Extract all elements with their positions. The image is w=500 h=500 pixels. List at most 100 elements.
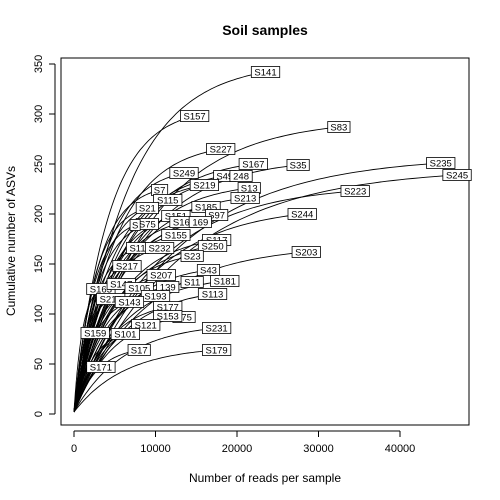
label-s97: S97 — [205, 209, 229, 222]
label-s141: S141 — [250, 66, 281, 79]
curve-s179 — [73, 349, 217, 413]
svg-text:S235: S235 — [430, 159, 452, 170]
svg-text:S: S — [132, 221, 138, 232]
label-s223: S223 — [340, 185, 370, 198]
svg-text:S203: S203 — [295, 248, 317, 259]
svg-text:S83: S83 — [330, 123, 347, 134]
svg-text:175: 175 — [176, 313, 192, 324]
label-s159: S159 — [80, 327, 110, 340]
label-s217: S217 — [112, 260, 142, 273]
y-tick-label: 100 — [33, 305, 45, 323]
svg-text:169: 169 — [192, 218, 208, 229]
svg-text:S231: S231 — [206, 324, 228, 335]
label-s213: S213 — [230, 192, 260, 205]
svg-text:S179: S179 — [206, 346, 228, 357]
plot-frame — [60, 57, 470, 426]
label-s153: S153 — [153, 310, 183, 323]
y-tick-label: 250 — [33, 155, 45, 173]
x-tick-label: 40000 — [385, 443, 416, 455]
svg-text:S213: S213 — [234, 194, 256, 205]
svg-text:S155: S155 — [165, 231, 187, 242]
label-s115: S115 — [153, 194, 183, 207]
svg-text:S11: S11 — [184, 278, 200, 289]
y-tick-label: 350 — [33, 55, 45, 73]
label-s232: S232 — [144, 242, 175, 255]
svg-text:S245: S245 — [446, 171, 468, 182]
svg-text:S249: S249 — [173, 169, 195, 180]
svg-text:S153: S153 — [157, 312, 179, 323]
svg-text:S157: S157 — [184, 112, 206, 123]
svg-text:S35: S35 — [290, 161, 307, 172]
svg-text:S141: S141 — [254, 68, 276, 79]
svg-text:S193: S193 — [144, 292, 166, 303]
svg-text:S101: S101 — [114, 330, 136, 341]
label-s167: S167 — [238, 158, 268, 171]
svg-text:S244: S244 — [291, 210, 313, 221]
svg-text:S171: S171 — [90, 363, 112, 374]
label-s181: S181 — [210, 275, 240, 288]
x-tick-label: 20000 — [222, 443, 253, 455]
x-axis-title: Number of reads per sample — [189, 471, 341, 485]
y-tick-label: 300 — [33, 105, 45, 123]
label-s235: S235 — [426, 157, 456, 170]
label-s169: 169 — [188, 216, 212, 229]
y-tick-label: 50 — [33, 358, 45, 370]
svg-text:S97: S97 — [208, 211, 225, 222]
curve-s244 — [73, 213, 303, 413]
svg-text:S13: S13 — [241, 184, 258, 195]
svg-text:S105: S105 — [128, 284, 150, 295]
y-tick-label: 0 — [33, 411, 45, 417]
label-s231: S231 — [202, 322, 232, 335]
label-s245: S245 — [442, 169, 472, 182]
svg-text:S115: S115 — [157, 196, 178, 207]
svg-text:S163: S163 — [90, 285, 112, 296]
label-s155: S155 — [161, 229, 191, 242]
svg-text:S223: S223 — [344, 187, 366, 198]
label-s105: S105 — [124, 282, 154, 295]
svg-text:S250: S250 — [201, 242, 223, 253]
svg-text:S159: S159 — [84, 329, 106, 340]
svg-text:S185: S185 — [195, 203, 217, 214]
y-tick-label: 150 — [33, 255, 45, 273]
label-s101: S101 — [110, 328, 140, 341]
svg-text:S147: S147 — [110, 280, 132, 291]
label-s249: S249 — [169, 167, 199, 180]
svg-text:S207: S207 — [150, 271, 172, 282]
label-s171: S171 — [86, 361, 116, 374]
label-s219: S219 — [189, 179, 219, 192]
svg-text:S165: S165 — [173, 218, 195, 229]
svg-text:S75: S75 — [139, 220, 156, 231]
curve-s219 — [73, 184, 205, 413]
label-s179: S179 — [202, 344, 232, 357]
svg-text:S143: S143 — [118, 298, 140, 309]
x-tick-label: 10000 — [140, 443, 171, 455]
label-s11: S11 — [180, 276, 204, 289]
x-tick-label: 30000 — [303, 443, 334, 455]
svg-text:S232: S232 — [148, 244, 170, 255]
x-tick-label: 0 — [71, 443, 77, 455]
svg-text:S17: S17 — [131, 346, 148, 357]
curve-s157 — [73, 115, 195, 413]
label-s113: S113 — [197, 288, 228, 301]
label-s143: S143 — [114, 296, 145, 309]
svg-text:S49: S49 — [216, 172, 233, 183]
svg-text:S215: S215 — [100, 295, 122, 306]
y-axis: 0 50 100 150 200 250 300 350 — [33, 55, 56, 417]
svg-text:S181: S181 — [214, 277, 236, 288]
label-s207: S207 — [146, 269, 176, 282]
svg-text:S121: S121 — [135, 321, 157, 332]
label-s35: S35 — [286, 159, 310, 172]
svg-text:S177: S177 — [157, 303, 179, 314]
svg-text:S7: S7 — [154, 186, 166, 197]
label-s83: S83 — [327, 121, 351, 134]
curve-s141 — [73, 71, 266, 413]
svg-text:S227: S227 — [210, 145, 232, 156]
svg-text:139: 139 — [160, 283, 176, 294]
x-axis: 0 10000 20000 30000 40000 — [71, 430, 416, 455]
chart-title: Soil samples — [222, 22, 308, 38]
label-s250: S250 — [197, 240, 228, 253]
y-tick-label: 200 — [33, 205, 45, 223]
label-s43: S43 — [196, 264, 221, 277]
